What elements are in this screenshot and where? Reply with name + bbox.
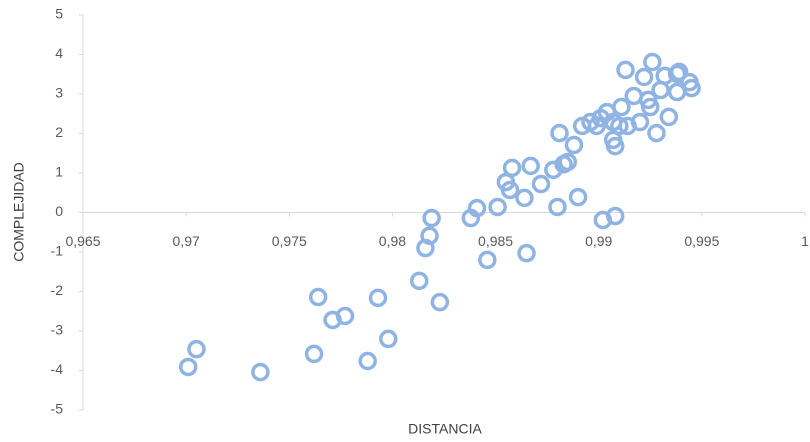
point	[612, 97, 631, 117]
point	[517, 243, 536, 263]
point	[467, 198, 487, 218]
x-tick-label: 0,99	[585, 233, 612, 249]
point	[420, 226, 439, 246]
point	[531, 174, 551, 194]
point	[304, 344, 324, 364]
point	[605, 136, 625, 156]
y-tick-label: -5	[51, 401, 64, 417]
point	[568, 187, 588, 207]
x-tick-label: 0,965	[65, 233, 100, 249]
y-tick-label: 0	[55, 203, 63, 219]
point	[308, 287, 328, 307]
point	[478, 250, 497, 270]
point	[643, 52, 662, 72]
point	[187, 339, 206, 359]
point	[682, 78, 701, 98]
x-tick-label: 1	[801, 233, 809, 249]
point	[488, 197, 507, 217]
y-axis-title: COMPLEJIDAD	[11, 162, 27, 262]
point	[548, 197, 567, 217]
point	[610, 116, 629, 136]
point	[630, 112, 650, 132]
point	[521, 156, 540, 176]
y-tick-label: 1	[55, 164, 63, 180]
point	[379, 329, 398, 349]
point	[502, 158, 522, 178]
point	[368, 288, 388, 308]
y-tick-label: -4	[51, 361, 64, 377]
point	[335, 306, 355, 326]
point	[515, 188, 534, 208]
y-tick-label: -1	[51, 243, 64, 259]
point	[647, 123, 666, 143]
point	[500, 180, 520, 200]
point	[605, 206, 625, 226]
point	[550, 123, 569, 143]
y-tick-label: 5	[55, 6, 63, 22]
point	[634, 67, 654, 87]
point	[558, 152, 578, 172]
y-tick-label: -3	[51, 322, 64, 338]
x-tick-label: 0,975	[272, 233, 307, 249]
point	[564, 135, 584, 155]
point	[358, 351, 377, 371]
y-tick-label: -2	[51, 282, 64, 298]
y-tick-label: 4	[55, 45, 63, 61]
point	[591, 108, 611, 128]
x-tick-label: 0,995	[684, 233, 719, 249]
x-tick-label: 0,97	[173, 233, 200, 249]
point	[641, 97, 660, 117]
y-tick-label: 2	[55, 124, 63, 140]
x-axis-title: DISTANCIA	[408, 421, 482, 437]
y-tick-label: 3	[55, 85, 63, 101]
x-tick-label: 0,98	[379, 233, 406, 249]
x-tick-label: 0,985	[478, 233, 513, 249]
point	[178, 357, 198, 377]
point	[624, 86, 644, 106]
point	[659, 107, 679, 127]
point	[409, 271, 429, 291]
point	[422, 208, 441, 228]
point	[430, 292, 450, 312]
point	[669, 62, 689, 82]
point	[251, 362, 270, 382]
point	[616, 60, 635, 80]
